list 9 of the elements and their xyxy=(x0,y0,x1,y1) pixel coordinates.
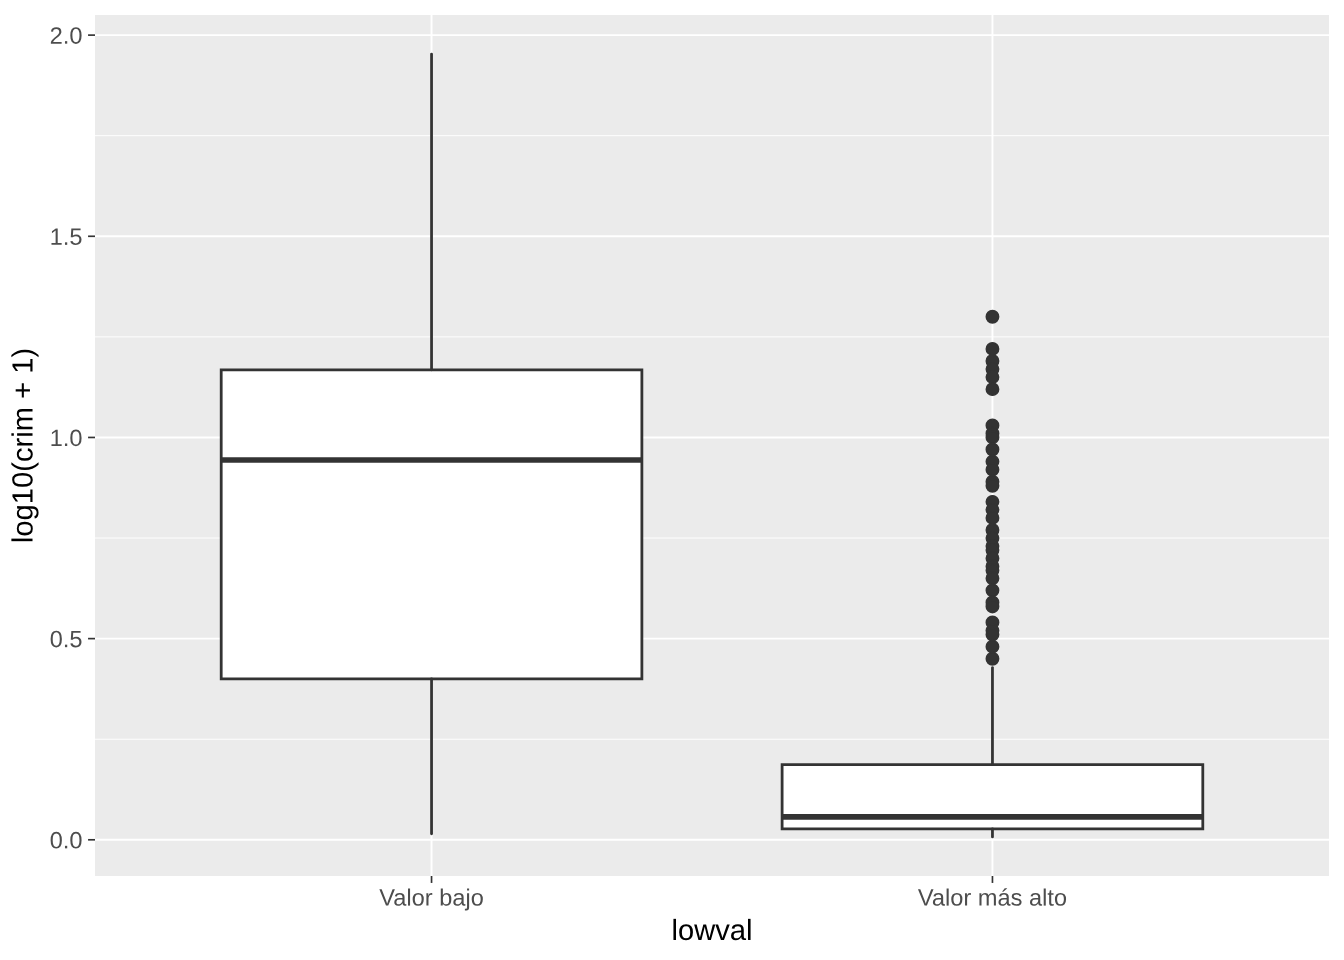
y-tick-label: 1.0 xyxy=(51,429,82,447)
x-axis-title: lowval xyxy=(673,918,751,941)
y-tick-label: 0.0 xyxy=(50,831,82,849)
x-tick-label: Valor más alto xyxy=(917,888,1067,906)
y-tick-label: 1.5 xyxy=(51,228,82,246)
y-tick-label: 2.0 xyxy=(50,27,82,44)
y-tick-label: 0.5 xyxy=(50,630,82,648)
x-tick-label: Valor bajo xyxy=(379,888,483,911)
y-axis-title: log10(crim + 1) xyxy=(11,349,39,542)
